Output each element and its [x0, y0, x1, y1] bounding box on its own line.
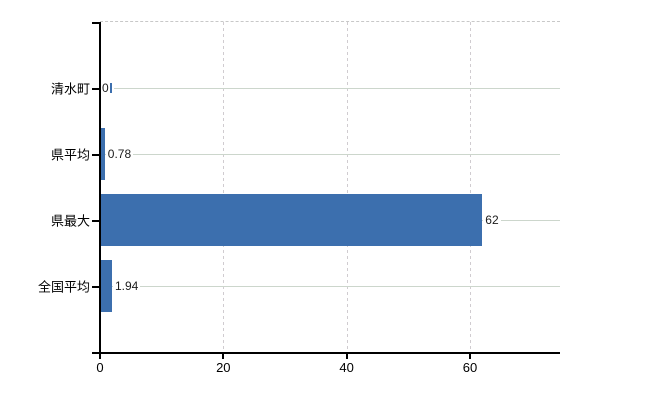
x-tick-label: 20: [216, 360, 231, 375]
y-axis-tick: [92, 220, 100, 222]
category-label: 県最大: [50, 213, 90, 229]
plot-area: 0 0.78 62 1.94: [100, 21, 560, 352]
y-axis-tick: [92, 352, 100, 354]
plot-top-dashed-border: [100, 21, 560, 22]
bar-value-label: 62: [483, 213, 501, 227]
category-label: 県平均: [50, 147, 90, 163]
x-axis-tick: [222, 354, 225, 359]
vertical-gridline: [469, 22, 471, 352]
x-axis-tick: [468, 354, 471, 359]
x-axis-tick: [345, 354, 348, 359]
category-label: 清水町: [50, 81, 90, 97]
x-tick-label: 60: [462, 360, 478, 375]
horizontal-gridline: [100, 286, 560, 287]
y-axis-tick: [92, 22, 100, 24]
bar-value-label: 0.78: [105, 147, 134, 161]
x-tick-label: 40: [339, 360, 354, 375]
zero-value-marker: [109, 83, 112, 93]
x-tick-label: 0: [96, 360, 104, 375]
x-axis-tick: [99, 354, 101, 359]
y-axis-tick: [92, 286, 100, 288]
bar-value-text: 0.78: [107, 147, 132, 161]
vertical-gridline: [346, 22, 348, 352]
y-axis-tick: [92, 154, 100, 156]
bar: [100, 194, 483, 246]
bar-value-label: 0: [100, 81, 114, 95]
vertical-gridline: [223, 22, 225, 352]
bar: [100, 260, 112, 312]
bar-value-label: 1.94: [112, 279, 141, 293]
bar-value-text: 0: [102, 81, 109, 95]
bar: [100, 128, 105, 180]
category-label: 全国平均: [37, 279, 90, 295]
y-axis-line: [99, 22, 101, 354]
x-axis-line: [100, 352, 560, 354]
horizontal-gridline: [100, 88, 560, 89]
bar-value-text: 1.94: [114, 279, 139, 293]
horizontal-gridline: [100, 154, 560, 155]
y-axis-tick: [92, 88, 100, 90]
bar-value-text: 62: [485, 213, 499, 227]
